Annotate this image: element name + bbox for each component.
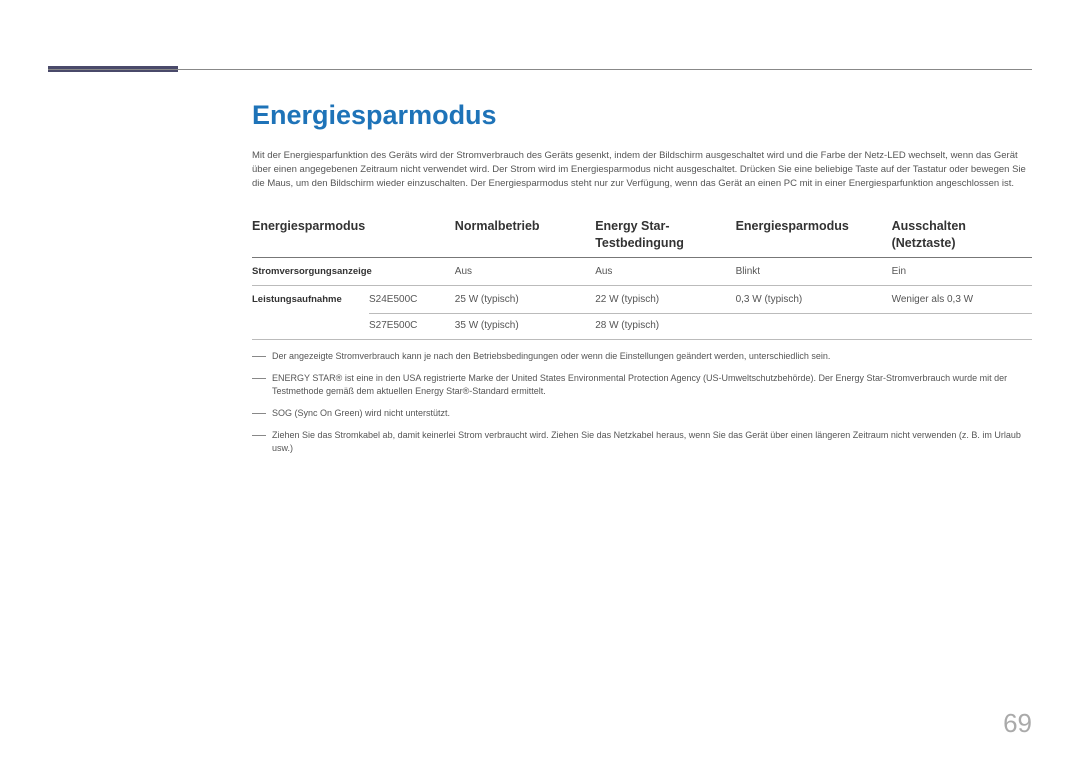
page-number: 69 xyxy=(1003,708,1032,739)
row2-c3: 22 W (typisch) xyxy=(595,285,735,313)
row1-c4: Blinkt xyxy=(736,257,892,285)
row3-c5 xyxy=(892,313,1032,339)
footnote-dash-icon xyxy=(252,413,266,414)
row3-c3: 28 W (typisch) xyxy=(595,313,735,339)
footnote-text: SOG (Sync On Green) wird nicht unterstüt… xyxy=(272,407,1032,420)
footnote-item: Ziehen Sie das Stromkabel ab, damit kein… xyxy=(252,429,1032,458)
footnote-item: SOG (Sync On Green) wird nicht unterstüt… xyxy=(252,407,1032,423)
footnotes: Der angezeigte Stromverbrauch kann je na… xyxy=(252,350,1032,458)
header-col-3-line2: Testbedingung xyxy=(595,236,684,250)
footnote-item: Der angezeigte Stromverbrauch kann je na… xyxy=(252,350,1032,366)
main-content: Energiesparmodus Mit der Energiesparfunk… xyxy=(252,100,1032,464)
row1-c2: Aus xyxy=(455,257,595,285)
row2-c5: Weniger als 0,3 W xyxy=(892,285,1032,313)
row3-c4 xyxy=(736,313,892,339)
row2-c4: 0,3 W (typisch) xyxy=(736,285,892,313)
table-row: Stromversorgungsanzeige Aus Aus Blinkt E… xyxy=(252,257,1032,285)
header-col-3: Energy Star- Testbedingung xyxy=(595,212,735,257)
row2-c2: 25 W (typisch) xyxy=(455,285,595,313)
spec-table: Energiesparmodus Normalbetrieb Energy St… xyxy=(252,212,1032,340)
table-header-row: Energiesparmodus Normalbetrieb Energy St… xyxy=(252,212,1032,257)
row3-model: S27E500C xyxy=(369,313,455,339)
header-col-1: Energiesparmodus xyxy=(252,212,455,257)
header-col-2: Normalbetrieb xyxy=(455,212,595,257)
footnote-dash-icon xyxy=(252,435,266,436)
row1-label: Stromversorgungsanzeige xyxy=(252,257,455,285)
footnote-text: Ziehen Sie das Stromkabel ab, damit kein… xyxy=(272,429,1032,455)
page-title: Energiesparmodus xyxy=(252,100,1032,131)
footnote-item: ENERGY STAR® ist eine in den USA registr… xyxy=(252,372,1032,401)
footnote-dash-icon xyxy=(252,356,266,357)
table-row: S27E500C 35 W (typisch) 28 W (typisch) xyxy=(252,313,1032,339)
footnote-dash-icon xyxy=(252,378,266,379)
table-row: Leistungsaufnahme S24E500C 25 W (typisch… xyxy=(252,285,1032,313)
row1-c3: Aus xyxy=(595,257,735,285)
header-col-5: Ausschalten (Netztaste) xyxy=(892,212,1032,257)
intro-paragraph: Mit der Energiesparfunktion des Geräts w… xyxy=(252,149,1032,190)
header-rule xyxy=(48,69,1032,70)
header-col-4: Energiesparmodus xyxy=(736,212,892,257)
header-col-5-line1: Ausschalten xyxy=(892,219,966,233)
row3-c2: 35 W (typisch) xyxy=(455,313,595,339)
header-col-3-line1: Energy Star- xyxy=(595,219,669,233)
footnote-text: Der angezeigte Stromverbrauch kann je na… xyxy=(272,350,1032,363)
row2-model: S24E500C xyxy=(369,285,455,313)
header-col-5-line2: (Netztaste) xyxy=(892,236,956,250)
row2-label: Leistungsaufnahme xyxy=(252,285,369,339)
footnote-text: ENERGY STAR® ist eine in den USA registr… xyxy=(272,372,1032,398)
row1-c5: Ein xyxy=(892,257,1032,285)
